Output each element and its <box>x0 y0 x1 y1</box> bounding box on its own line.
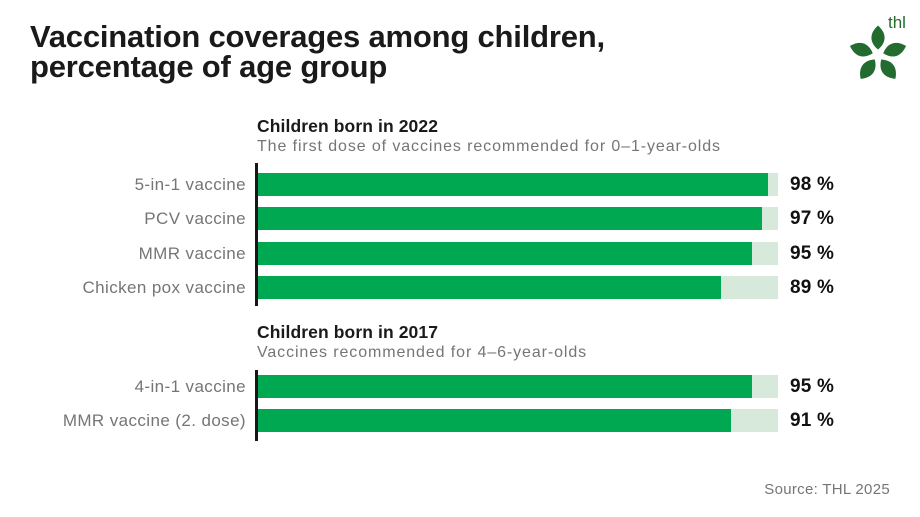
axis-line <box>255 163 258 306</box>
source-note: Source: THL 2025 <box>764 481 890 498</box>
bar-track <box>258 409 778 433</box>
bar-track <box>258 173 778 196</box>
bar-row: MMR vaccine 95 % <box>0 241 920 265</box>
bar-track <box>258 375 778 398</box>
bar-track <box>258 207 778 231</box>
value-label: 89 % <box>790 276 835 298</box>
bar-fill <box>258 241 752 265</box>
axis-line <box>255 370 258 441</box>
page-title: Vaccination coverages among children, per… <box>30 19 605 84</box>
bar-fill <box>258 275 721 299</box>
category-label: 5-in-1 vaccine <box>134 175 246 194</box>
category-label: MMR vaccine (2. dose) <box>62 411 246 431</box>
bar-fill <box>258 375 752 398</box>
page-title-line2: percentage of age group <box>30 49 388 84</box>
thl-flower-icon: thl <box>849 13 907 79</box>
chart-subtitle-2022: The first dose of vaccines recommended f… <box>257 138 721 155</box>
value-label: 95 % <box>790 376 835 397</box>
bar-row: 5-in-1 vaccine 98 % <box>0 173 920 196</box>
category-label: PCV vaccine <box>144 209 246 229</box>
value-label: 97 % <box>790 208 835 230</box>
chart-subtitle-2017: Vaccines recommended for 4–6-year-olds <box>257 344 588 361</box>
bar-fill <box>258 173 768 196</box>
bar-rows: 4-in-1 vaccine 95 % MMR vaccine (2. dose) 9… <box>0 370 920 444</box>
page-title-line1: Vaccination coverages among children, <box>30 19 605 54</box>
bar-rows: 5-in-1 vaccine 98 % PCV vaccine 97 % MMR vac… <box>0 163 920 310</box>
bar-row: 4-in-1 vaccine 95 % <box>0 375 920 398</box>
bar-row: MMR vaccine (2. dose) 91 % <box>0 409 920 433</box>
bar-track <box>258 241 778 265</box>
category-label: Chicken pox vaccine <box>82 277 246 297</box>
bar-row: Chicken pox vaccine 89 % <box>0 275 920 299</box>
thl-logo: thl <box>838 5 918 81</box>
value-label: 95 % <box>790 242 835 264</box>
bar-fill <box>258 409 732 433</box>
bar-row: PCV vaccine 97 % <box>0 207 920 231</box>
value-label: 91 % <box>790 410 835 432</box>
thl-logo-text: thl <box>888 13 906 32</box>
bar-track <box>258 275 778 299</box>
chart-title-2017: Children born in 2017 <box>257 322 439 342</box>
bar-fill <box>258 207 763 231</box>
value-label: 98 % <box>790 174 835 195</box>
category-label: MMR vaccine <box>138 243 246 263</box>
category-label: 4-in-1 vaccine <box>134 377 246 396</box>
chart-title-2022: Children born in 2022 <box>257 116 439 136</box>
